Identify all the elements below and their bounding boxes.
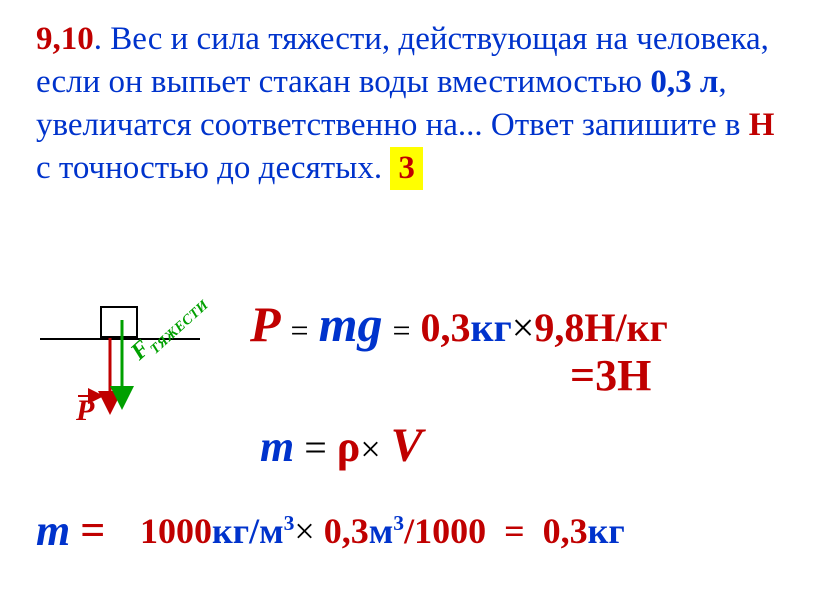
symbol-m-2: m [36, 506, 70, 555]
symbol-rho: ρ [337, 422, 361, 471]
given-value: 0,3 л [650, 64, 718, 100]
equation-p-mg: Р = mg = 0,3кг×9,8Н/кг [250, 295, 668, 353]
density-value: 1000 [140, 511, 212, 551]
density-unit: кг/м [212, 511, 284, 551]
times-3: × [294, 511, 314, 551]
symbol-P: Р [250, 296, 281, 352]
equals-1: = [291, 312, 309, 348]
equals-4: = [80, 506, 105, 555]
force-diagram: Р FТЯЖЕСТИ [40, 298, 200, 438]
equals-2: = [393, 312, 411, 348]
p-vector-label: Р [76, 394, 94, 428]
mass-result-unit: кг [588, 511, 625, 551]
answer-unit: Н [749, 107, 775, 143]
answer-highlight: 3 [390, 147, 423, 190]
result-3n: =3Н [570, 350, 651, 401]
times-1: × [512, 305, 535, 350]
times-2: × [360, 429, 380, 469]
problem-number: 9,10 [36, 21, 94, 57]
volume-unit: м [369, 511, 394, 551]
n-per-kg: Н/кг [584, 305, 667, 350]
density-sup: 3 [284, 511, 295, 535]
symbol-V: V [391, 419, 423, 472]
equation-m-rho-v: m = ρ× V [260, 418, 423, 473]
result-text: =3Н [570, 351, 651, 400]
volume-div: /1000 [404, 511, 486, 551]
volume-value: 0,3 [324, 511, 369, 551]
mass-result-val: 0,3 [543, 511, 588, 551]
equation-m-equals: m = [36, 505, 105, 556]
kg-unit: кг [471, 305, 512, 350]
problem-statement: 9,10. Вес и сила тяжести, действующая на… [36, 18, 780, 190]
symbol-m: m [260, 422, 294, 471]
physics-slide: 9,10. Вес и сила тяжести, действующая на… [0, 0, 816, 613]
problem-text-3: с точностью до десятых. [36, 150, 390, 186]
g-value: 9,8 [534, 305, 584, 350]
symbol-mg: mg [319, 296, 383, 352]
volume-sup: 3 [393, 511, 404, 535]
equation-mass-calc: 1000кг/м3× 0,3м3/1000 = 0,3кг [140, 510, 625, 552]
equals-5: = [504, 511, 525, 551]
mass-value: 0,3 [421, 305, 471, 350]
equals-3: = [304, 425, 327, 470]
